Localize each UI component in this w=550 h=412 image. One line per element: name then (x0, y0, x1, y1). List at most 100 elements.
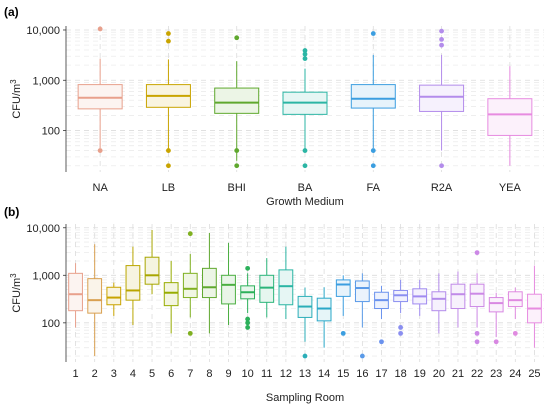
x-tick-label: 16 (356, 368, 368, 380)
y-tick-label: 10,000 (26, 223, 60, 235)
box (125, 265, 141, 301)
x-tick-label: BA (298, 182, 313, 194)
box-group (469, 250, 485, 345)
outlier-point (187, 330, 193, 336)
box-group (488, 292, 504, 345)
x-tick-label: 12 (280, 368, 292, 380)
y-tick-label: 100 (42, 318, 60, 330)
x-tick-label: LB (162, 182, 175, 194)
box (316, 297, 332, 322)
outlier-point (370, 163, 376, 169)
box-group (282, 48, 328, 169)
box (163, 282, 179, 307)
box-group (419, 28, 465, 169)
box (278, 269, 294, 306)
x-tick-label: 2 (92, 368, 98, 380)
box (68, 272, 83, 312)
y-axis-title: CFU/m3 (9, 79, 24, 119)
box (106, 286, 122, 306)
outlier-point (245, 320, 251, 326)
outlier-point (97, 26, 103, 32)
outlier-point (302, 51, 308, 57)
box (221, 274, 236, 305)
x-tick-label: 8 (206, 368, 212, 380)
outlier-point (370, 31, 376, 36)
x-axis-title: Sampling Room (266, 392, 344, 404)
box (487, 98, 533, 136)
box (431, 291, 447, 312)
x-tick-label: 21 (452, 368, 464, 380)
x-tick-label: R2A (431, 182, 453, 194)
box (144, 256, 160, 285)
box (488, 297, 504, 313)
box-group (68, 263, 83, 328)
box (214, 87, 260, 114)
box-group (374, 285, 389, 345)
x-tick-label: 14 (318, 368, 330, 380)
box (450, 283, 466, 310)
outlier-point (493, 339, 499, 345)
x-tick-label: FA (367, 182, 381, 194)
outlier-point (302, 353, 308, 359)
outlier-point (302, 56, 308, 61)
x-tick-label: 22 (471, 368, 483, 380)
x-tick-label: 4 (130, 368, 136, 380)
outlier-point (166, 148, 171, 153)
outlier-point (234, 35, 240, 41)
box (87, 278, 103, 314)
outlier-point (97, 148, 103, 153)
y-tick-label: 10,000 (26, 25, 60, 37)
box-group (527, 265, 542, 348)
outlier-point (398, 330, 403, 336)
panel-label: (b) (4, 205, 19, 219)
box-group (144, 229, 160, 295)
box-group (335, 275, 351, 336)
outlier-point (340, 330, 346, 336)
box-group (259, 258, 275, 318)
panel-label: (a) (4, 5, 19, 19)
box-group (221, 242, 236, 326)
outlier-point (512, 330, 518, 336)
x-tick-label: 25 (528, 368, 540, 380)
y-tick-label: 1,000 (32, 75, 60, 87)
box-group (507, 287, 523, 336)
outlier-point (474, 339, 480, 345)
y-tick-label: 100 (42, 126, 60, 138)
box-group (125, 246, 141, 326)
outlier-point (379, 339, 384, 345)
x-tick-label: YEA (499, 182, 522, 194)
panel-a: (a) 100 1,000 10,000 CFU/m3 NA LB BHI BA FA R2A YEA… (4, 5, 544, 208)
x-tick-label: 10 (242, 368, 254, 380)
box-group (202, 232, 217, 334)
y-axis-title: CFU/m3 (9, 273, 24, 313)
outlier-point (474, 330, 480, 336)
box-group (214, 35, 260, 169)
outlier-point (234, 148, 240, 153)
outlier-point (439, 163, 444, 169)
outlier-point (398, 325, 403, 330)
x-tick-label: 18 (394, 368, 406, 380)
box-group (87, 244, 103, 357)
box-group (316, 287, 332, 348)
x-tick-label: 19 (414, 368, 426, 380)
outlier-point (439, 28, 444, 34)
outlier-point (245, 325, 251, 330)
box (202, 267, 217, 299)
outlier-point (245, 316, 251, 322)
x-tick-label: BHI (228, 182, 246, 194)
x-tick-label: 17 (375, 368, 387, 380)
box-group (393, 279, 408, 336)
box-group (278, 246, 294, 320)
box-group (450, 271, 466, 328)
x-tick-label: 20 (433, 368, 445, 380)
box (259, 274, 275, 303)
box-group (350, 31, 396, 169)
outlier-point (370, 148, 376, 153)
box-group (182, 231, 198, 336)
outlier-point (234, 163, 240, 169)
x-tick-label: 3 (111, 368, 117, 380)
box-group (354, 273, 370, 359)
outlier-point (302, 48, 308, 53)
box-group (487, 66, 533, 166)
box (419, 84, 465, 112)
